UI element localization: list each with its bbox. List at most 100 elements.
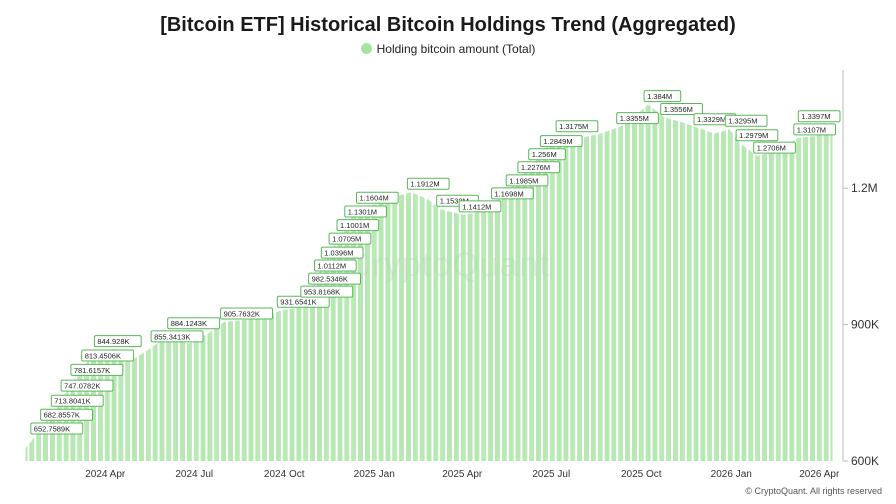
data-bar (372, 204, 374, 461)
data-bar (723, 131, 724, 461)
data-bar (279, 310, 281, 461)
data-bar (37, 432, 39, 461)
data-bar (181, 338, 182, 461)
data-bar (508, 189, 510, 461)
data-bar (612, 129, 614, 462)
data-bar (249, 319, 251, 461)
data-bar (536, 158, 537, 461)
data-bar (690, 125, 692, 461)
data-bar (682, 122, 684, 461)
data-bar (193, 340, 195, 461)
data-bar (380, 202, 382, 461)
data-bar (771, 151, 773, 461)
data-bar (210, 331, 212, 461)
data-bar (163, 337, 165, 461)
data-bar (318, 274, 319, 461)
legend[interactable]: Holding bitcoin amount (Total) (0, 42, 896, 56)
data-bar (476, 212, 478, 461)
data-bar (765, 153, 766, 461)
data-bar (175, 334, 177, 461)
data-bar (375, 204, 377, 461)
data-bar (553, 140, 555, 461)
data-bar (567, 136, 569, 461)
data-bar (813, 136, 815, 461)
data-bar (800, 137, 802, 462)
data-bar (238, 320, 240, 461)
data-bar (816, 134, 818, 461)
data-bar (447, 210, 448, 461)
data-bar (505, 192, 507, 461)
data-bar (693, 126, 695, 461)
data-bar (387, 199, 389, 461)
data-bar (715, 133, 716, 462)
data-bar (207, 333, 209, 461)
data-bar (676, 120, 677, 462)
data-bar (516, 181, 518, 462)
data-bar (310, 290, 312, 461)
data-label-box (406, 177, 450, 190)
data-label-box (93, 335, 142, 348)
data-bar (426, 199, 428, 461)
data-bar (362, 205, 363, 461)
data-bar (427, 199, 429, 461)
data-bar (108, 349, 110, 461)
data-bar (539, 155, 540, 461)
data-bar (639, 111, 641, 462)
data-bar (727, 129, 729, 461)
data-label-box (150, 330, 204, 343)
data-bar (782, 147, 784, 461)
data-bar (540, 153, 541, 462)
data-label-box (314, 259, 357, 272)
data-bar (451, 211, 452, 461)
data-bar (203, 335, 205, 461)
data-bar (711, 132, 713, 461)
x-tick-label: 2026 Apr (799, 469, 840, 480)
data-bar (667, 118, 669, 462)
data-bar (778, 149, 780, 461)
data-bar (145, 350, 147, 461)
data-bar (225, 321, 226, 461)
data-bar (365, 205, 366, 461)
data-bar (495, 201, 496, 461)
data-bar (339, 235, 341, 461)
data-bar (503, 194, 505, 462)
data-bar (504, 193, 506, 462)
data-label-box (344, 205, 387, 218)
data-bar (509, 188, 511, 461)
data-bar (704, 130, 706, 461)
data-bar (724, 130, 725, 461)
data-bar (475, 212, 477, 461)
data-bar (118, 350, 120, 461)
data-bar (818, 132, 820, 461)
x-tick-label: 2025 Oct (621, 469, 662, 480)
data-bar (694, 126, 696, 461)
data-bar (283, 309, 285, 461)
data-bar (31, 440, 33, 461)
data-bar (25, 447, 27, 461)
data-bar (591, 135, 593, 461)
data-label: 1.3295M (728, 117, 757, 126)
data-bar (200, 337, 202, 461)
data-bar (297, 305, 299, 461)
x-tick-label: 2025 Apr (442, 469, 483, 480)
data-label-box (70, 363, 124, 376)
data-bar (265, 316, 267, 461)
data-bar (783, 146, 785, 461)
data-bar (333, 245, 335, 461)
data-bar (675, 120, 676, 461)
data-bar (323, 262, 325, 461)
data-bar (440, 209, 442, 461)
data-bar (580, 137, 582, 462)
data-bar (303, 300, 305, 461)
data-bar (332, 247, 334, 461)
data-bar (512, 185, 514, 461)
data-bar (359, 207, 360, 461)
data-bar (798, 137, 800, 461)
data-bar (529, 166, 531, 461)
data-bar (414, 193, 416, 461)
data-bar (531, 163, 533, 462)
data-label: 982.5346K (312, 275, 348, 284)
data-bar (533, 161, 535, 461)
data-bar (501, 195, 503, 461)
data-bar (456, 213, 458, 461)
